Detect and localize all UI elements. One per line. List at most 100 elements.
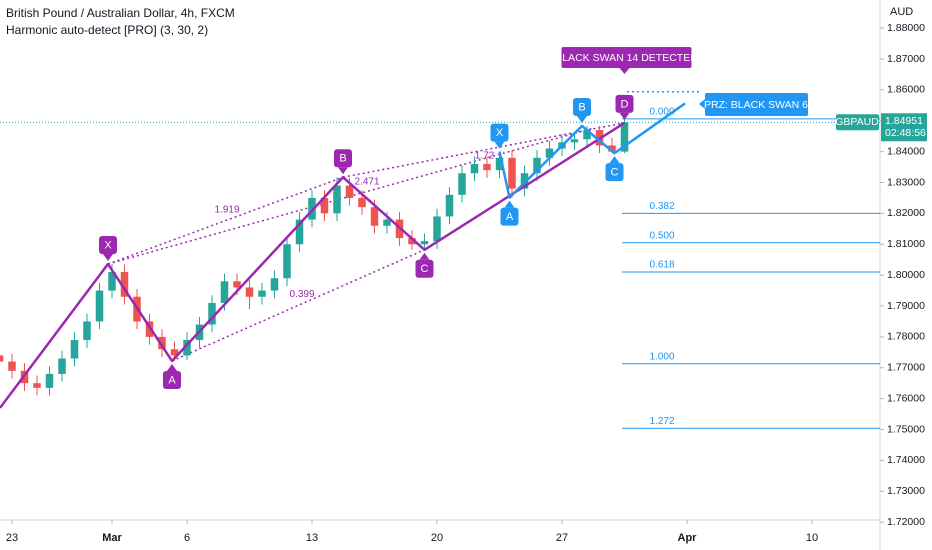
candle-body — [608, 145, 616, 152]
candle-body — [508, 157, 516, 189]
candle-body — [295, 219, 304, 245]
symbol-text: GBPAUD — [835, 116, 879, 128]
point-pointer — [103, 254, 113, 262]
point-pointer — [167, 363, 177, 371]
point-label: D — [621, 98, 629, 110]
candle-body — [370, 207, 379, 226]
candle-body — [33, 383, 41, 388]
candle-body — [170, 349, 179, 356]
candle-body — [433, 216, 441, 242]
chart-title: British Pound / Australian Dollar, 4h, F… — [6, 6, 235, 20]
fib-label: 1.000 — [650, 351, 675, 362]
detected-text: BLACK SWAN 14 DETECTED — [555, 52, 698, 64]
y-tick-label: 1.74000 — [887, 454, 925, 466]
candle-body — [620, 122, 629, 152]
y-tick-label: 1.80000 — [887, 269, 925, 281]
candle-body — [158, 336, 166, 350]
ratio-line — [171, 249, 425, 362]
candle-body — [183, 339, 191, 356]
candle-body — [45, 373, 54, 388]
fib-label: 1.272 — [650, 416, 675, 427]
candle-body — [345, 185, 354, 198]
candle-body — [258, 290, 266, 297]
candle-body — [520, 173, 529, 189]
point-label: X — [496, 127, 504, 139]
point-badge — [334, 149, 352, 168]
candle-body — [408, 238, 416, 245]
candle-body — [483, 163, 491, 171]
candle-body — [495, 157, 504, 171]
prz-pointer — [699, 99, 705, 109]
point-pointer — [504, 200, 515, 208]
candle-body — [320, 197, 329, 214]
point-pointer — [609, 156, 620, 164]
indicator-label: Harmonic auto-detect [PRO] (3, 30, 2) — [6, 23, 208, 37]
point-label: C — [611, 167, 619, 179]
candle-body — [333, 185, 341, 214]
point-pointer — [419, 252, 430, 260]
candle-body — [95, 290, 104, 322]
y-tick-label: 1.81000 — [887, 238, 925, 250]
y-tick-label: 1.84000 — [887, 145, 925, 157]
point-badge — [163, 370, 181, 389]
candle-body — [245, 287, 254, 297]
point-pointer — [494, 141, 505, 149]
fib-label: 0.618 — [650, 260, 675, 271]
point-label: X — [104, 239, 112, 251]
ratio-label: 0.399 — [289, 289, 314, 300]
point-badge — [615, 94, 634, 113]
point-label: B — [578, 101, 585, 113]
x-tick-label: 6 — [184, 532, 190, 544]
point-badge — [415, 259, 434, 278]
x-tick-label: 20 — [431, 532, 443, 544]
y-tick-label: 1.87000 — [887, 53, 925, 65]
ratio-label: 1.919 — [214, 204, 239, 215]
prz-text: PRZ: BLACK SWAN 6 — [704, 99, 808, 111]
candle-body — [383, 219, 391, 226]
point-pointer — [338, 167, 348, 175]
candle-body — [533, 157, 541, 174]
candle-body — [83, 321, 91, 340]
ratio-label: 2.471 — [354, 177, 379, 188]
y-tick-label: 1.75000 — [887, 423, 925, 435]
candle-body — [233, 281, 241, 288]
y-tick-label: 1.72000 — [887, 516, 925, 528]
prz-callout — [705, 93, 808, 116]
candle-body — [270, 278, 279, 291]
ratio-label: 1.72 — [475, 151, 495, 162]
candle-body — [120, 272, 129, 297]
ratio-line — [107, 176, 344, 265]
x-tick-label: 27 — [556, 532, 568, 544]
candle-body — [108, 272, 116, 291]
x-tick-label: Mar — [102, 532, 122, 544]
fib-label: 0.000 — [650, 107, 675, 118]
candle-body — [545, 148, 554, 158]
candle-body — [58, 358, 66, 374]
point-label: B — [339, 153, 346, 165]
candle-body — [145, 321, 154, 337]
candle-body — [358, 197, 366, 208]
point-badge — [605, 163, 624, 182]
point-pointer — [619, 112, 630, 120]
candle-body — [470, 163, 479, 174]
currency: AUD — [890, 6, 913, 18]
symbol-tag — [836, 114, 879, 131]
candle-body — [8, 361, 16, 371]
price-tag — [881, 113, 927, 142]
x-tick-label: 13 — [306, 532, 318, 544]
countdown-text: 02:48:56 — [885, 127, 926, 139]
candle-body — [0, 355, 4, 362]
detected-callout — [561, 47, 692, 68]
x-tick-label: 23 — [6, 532, 18, 544]
point-label: A — [506, 211, 514, 223]
y-tick-label: 1.83000 — [887, 176, 925, 188]
point-label: A — [168, 374, 176, 386]
candle-body — [208, 302, 216, 325]
point-badge — [573, 97, 591, 116]
y-tick-label: 1.79000 — [887, 300, 925, 312]
candle-body — [445, 194, 454, 217]
callout-pointer — [619, 68, 630, 74]
point-badge — [490, 123, 509, 142]
y-tick-label: 1.78000 — [887, 331, 925, 343]
